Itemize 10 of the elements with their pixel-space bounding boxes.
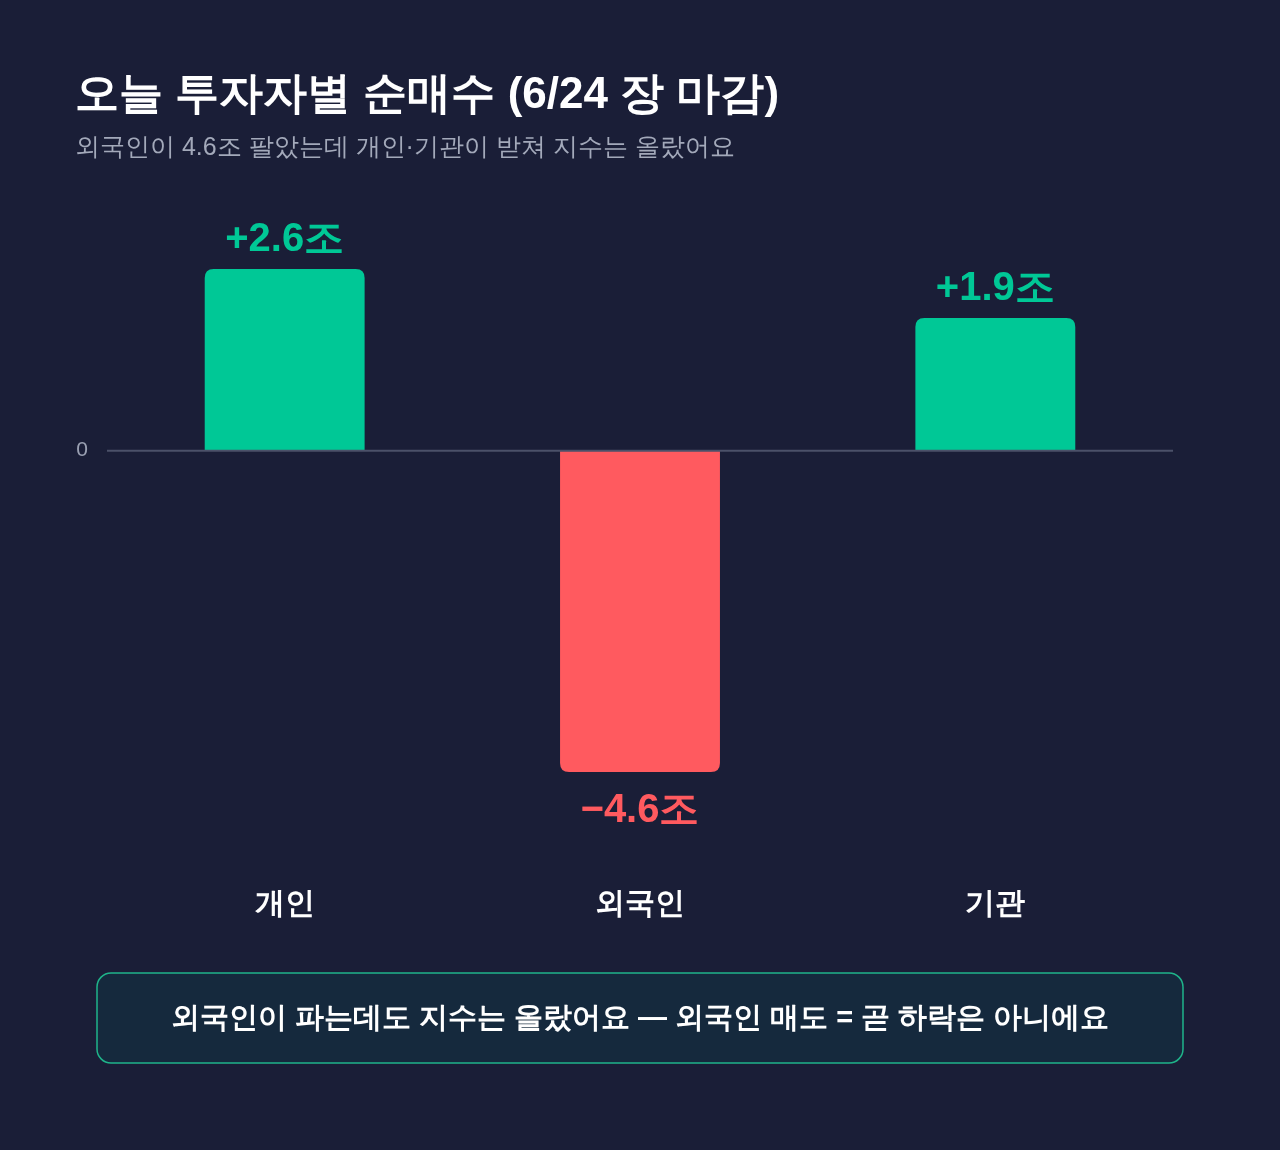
annotation: 외국인이 파는데도 지수는 올랐어요 — 외국인 매도 = 곧 하락은 아니에요 (170, 1000, 1110, 1033)
data-label: −4.6조 (580, 786, 700, 830)
subtitle: 외국인이 4.6조 팔았는데 개인·기관이 받쳐 지수는 올랐어요 (75, 132, 735, 160)
ref-line-label: 0 (76, 437, 88, 461)
x-tick: 개인 (254, 886, 315, 919)
x-tick: 기관 (965, 886, 1026, 919)
data-label: +2.6조 (225, 215, 345, 259)
x-tick: 외국인 (595, 886, 685, 919)
title: 오늘 투자자별 순매수 (6/24 장 마감) (75, 68, 780, 117)
data-label: +1.9조 (935, 263, 1055, 308)
